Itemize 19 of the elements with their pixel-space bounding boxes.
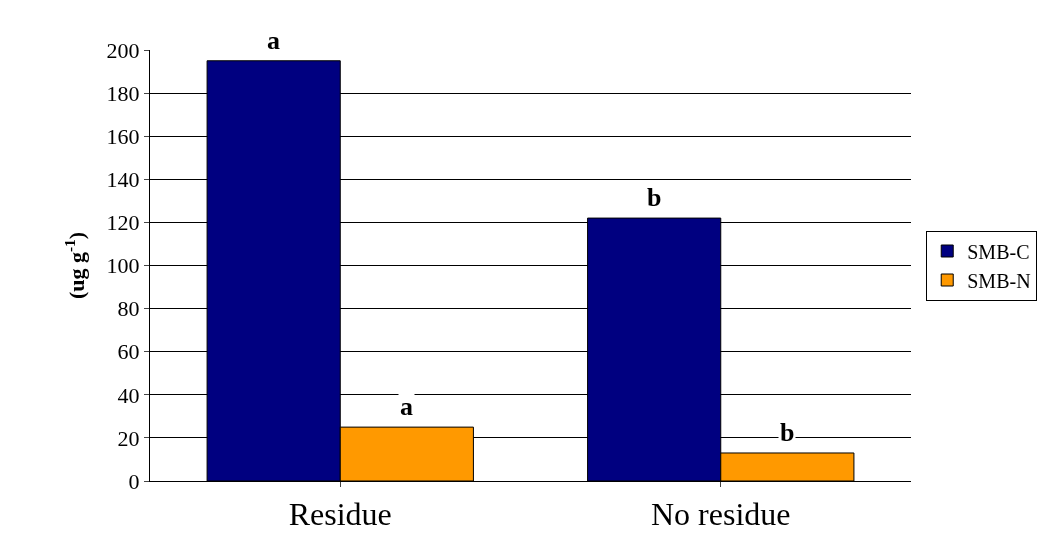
y-tick-label: 120 (106, 210, 140, 236)
y-tick-label: 160 (106, 123, 140, 149)
y-tick-label: 200 (106, 37, 140, 63)
data-label: b (647, 183, 662, 212)
data-label: a (267, 26, 280, 55)
legend-label: SMB-N (967, 269, 1031, 292)
data-label: b (780, 418, 795, 447)
x-tick-label: Residue (288, 496, 392, 533)
y-tick-label: 80 (117, 296, 140, 322)
y-tick-label: 0 (128, 468, 140, 494)
y-tick-label: 60 (117, 339, 140, 365)
y-tick-label: 180 (106, 80, 140, 106)
legend-label: SMB-C (967, 240, 1030, 263)
data-label: a (400, 392, 413, 421)
x-tick-label: No residue (650, 496, 791, 533)
y-tick-label: 40 (117, 382, 140, 408)
y-tick-label: 100 (106, 253, 140, 279)
y-tick-label: 20 (117, 425, 140, 451)
y-tick-label: 140 (106, 167, 140, 192)
